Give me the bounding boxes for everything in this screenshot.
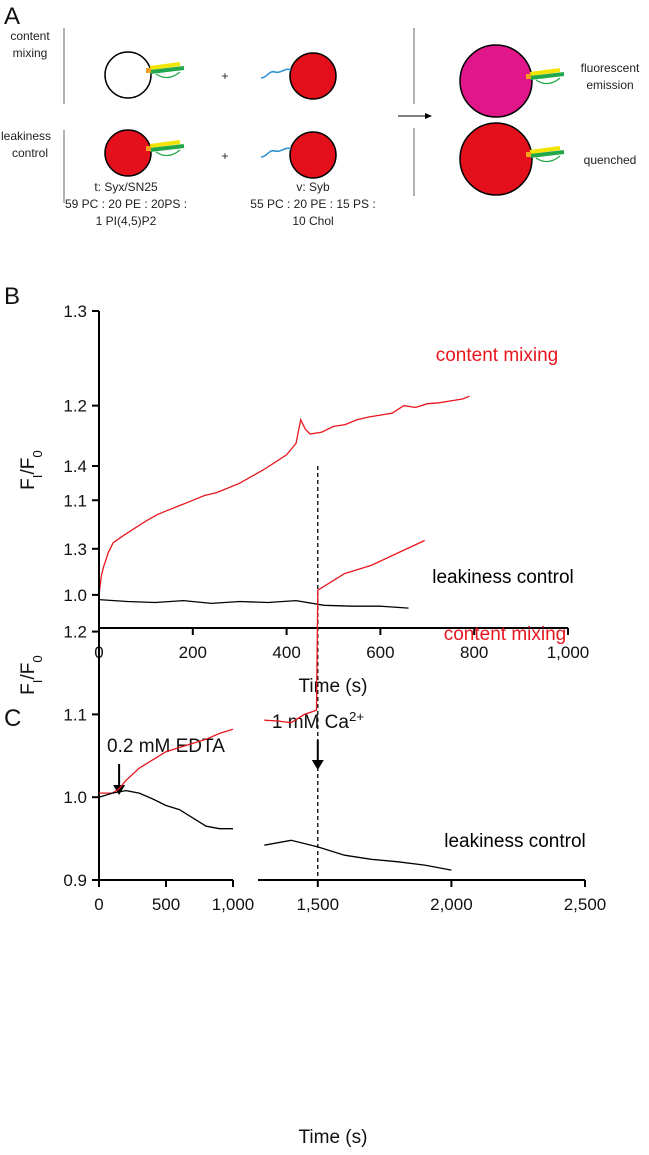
row-label: content	[10, 29, 50, 43]
event-label: 0.2 mM EDTA	[107, 736, 225, 757]
vesicle-composition: v: Syb	[296, 180, 330, 194]
data-line	[99, 539, 425, 794]
x-tick-label: 1,000	[212, 895, 255, 914]
operator: +	[221, 149, 228, 163]
t-vesicle	[104, 129, 152, 177]
x-tick-label: 200	[179, 643, 207, 662]
y-axis-label-part: I	[30, 679, 45, 683]
data-line	[98, 598, 409, 609]
fused-vesicle	[459, 44, 533, 118]
y-tick-label: 1.2	[63, 623, 87, 642]
panel-label: B	[4, 283, 20, 310]
y-tick-label: 1.2	[63, 397, 87, 416]
y-tick-label: 1.0	[63, 788, 87, 807]
vesicle-composition: t: Syx/SN25	[94, 180, 158, 194]
y-tick-label: 1.1	[63, 705, 87, 724]
series-label: leakiness control	[444, 831, 586, 852]
y-axis-label: FI/F0	[18, 655, 45, 695]
series-label: content mixing	[436, 345, 559, 366]
event-label-part: 2+	[349, 709, 364, 724]
event-label-part: 1 mM Ca	[272, 712, 350, 733]
x-tick-label: 1,000	[547, 643, 590, 662]
y-axis-label-part: I	[30, 474, 45, 478]
y-tick-label: 1.3	[63, 302, 87, 321]
y-tick-label: 1.0	[63, 586, 87, 605]
outcome-label: fluorescent	[581, 61, 640, 75]
y-axis-label-part: /F	[18, 663, 39, 680]
y-axis-label-part: 0	[30, 450, 45, 457]
vesicle-composition: 10 Chol	[292, 214, 333, 228]
t-vesicle	[104, 51, 152, 99]
y-tick-label: 1.1	[63, 491, 87, 510]
x-tick-label: 0	[94, 895, 103, 914]
y-axis-label-part: /F	[18, 458, 39, 475]
fused-vesicle	[459, 122, 533, 196]
x-axis-label: Time (s)	[299, 1127, 368, 1148]
event-label: 1 mM Ca2+	[272, 709, 364, 734]
series-label: content mixing	[444, 624, 567, 645]
x-axis-label: Time (s)	[299, 676, 368, 697]
y-axis-label-part: F	[18, 683, 39, 695]
y-tick-label: 1.4	[63, 457, 87, 476]
y-tick-label: 0.9	[63, 871, 87, 890]
y-axis-label-part: F	[18, 478, 39, 490]
operator: +	[221, 69, 228, 83]
vesicle-composition: 1 PI(4,5)P2	[96, 214, 157, 228]
vesicle-composition: 55 PC : 20 PE : 15 PS :	[250, 197, 375, 211]
x-tick-label: 1,500	[297, 895, 340, 914]
vesicle-composition: 59 PC : 20 PE : 20PS :	[65, 197, 187, 211]
data-line	[98, 789, 452, 871]
panel-label: C	[4, 705, 21, 732]
v-snare	[260, 68, 292, 79]
data-line	[98, 395, 470, 595]
row-label: control	[12, 146, 48, 160]
event-label-part: 0.2 mM EDTA	[107, 736, 225, 757]
row-label: leakiness	[1, 129, 51, 143]
event-arrow-head	[311, 760, 324, 770]
arrow-head	[425, 113, 432, 119]
series-label: leakiness control	[432, 567, 574, 588]
row-label: mixing	[13, 46, 48, 60]
outcome-label: emission	[586, 78, 633, 92]
panel-label: A	[4, 3, 20, 30]
x-tick-label: 600	[366, 643, 394, 662]
v-snare	[260, 147, 292, 158]
outcome-label: quenched	[584, 153, 637, 167]
y-axis-label-part: 0	[30, 655, 45, 662]
y-axis-label: FI/F0	[18, 450, 45, 490]
x-tick-label: 2,000	[430, 895, 473, 914]
v-vesicle	[289, 131, 337, 179]
x-tick-label: 800	[460, 643, 488, 662]
event-arrow-head	[113, 785, 126, 795]
v-vesicle	[289, 52, 337, 100]
x-tick-label: 400	[272, 643, 300, 662]
x-tick-label: 500	[152, 895, 180, 914]
x-tick-label: 2,500	[564, 895, 607, 914]
y-tick-label: 1.3	[63, 540, 87, 559]
